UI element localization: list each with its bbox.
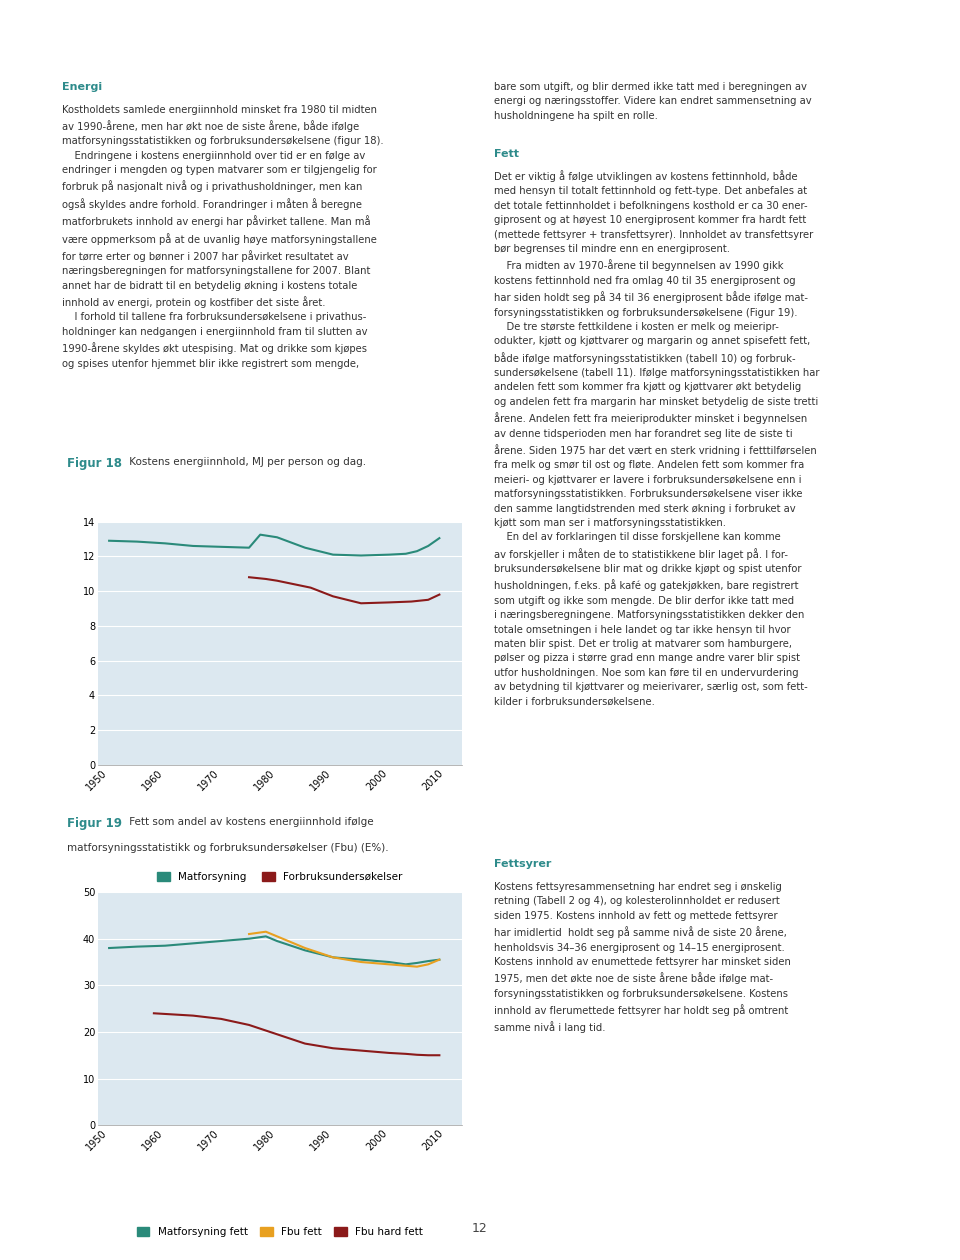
Text: Figur 19: Figur 19 <box>67 816 122 830</box>
Legend: Matforsyning fett, Fbu fett, Fbu hard fett: Matforsyning fett, Fbu fett, Fbu hard fe… <box>132 1223 427 1241</box>
Text: Figur 18: Figur 18 <box>67 456 122 470</box>
Text: Kostens energiinnhold, MJ per person og dag.: Kostens energiinnhold, MJ per person og … <box>126 456 366 466</box>
Text: bare som utgift, og blir dermed ikke tatt med i beregningen av
energi og nærings: bare som utgift, og blir dermed ikke tat… <box>494 82 812 121</box>
Text: Kostens fettsyresammensetning har endret seg i ønskelig
retning (Tabell 2 og 4),: Kostens fettsyresammensetning har endret… <box>494 882 791 1033</box>
Text: Fettsyrer: Fettsyrer <box>494 859 552 869</box>
Text: Fett: Fett <box>494 149 519 159</box>
Legend: Matforsyning, Forbruksundersøkelser: Matforsyning, Forbruksundersøkelser <box>154 868 406 886</box>
Text: Det er viktig å følge utviklingen av kostens fettinnhold, både
med hensyn til to: Det er viktig å følge utviklingen av kos… <box>494 170 820 707</box>
Text: matforsyningsstatistikk og forbruksundersøkelser (Fbu) (E%).: matforsyningsstatistikk og forbruksunder… <box>67 843 389 853</box>
Text: Kostholdets samlede energiinnhold minsket fra 1980 til midten
av 1990-årene, men: Kostholdets samlede energiinnhold minske… <box>62 105 384 369</box>
Text: Energi: Energi <box>62 82 103 92</box>
Text: Fett som andel av kostens energiinnhold ifølge: Fett som andel av kostens energiinnhold … <box>126 816 373 827</box>
Text: 12: 12 <box>472 1222 488 1235</box>
